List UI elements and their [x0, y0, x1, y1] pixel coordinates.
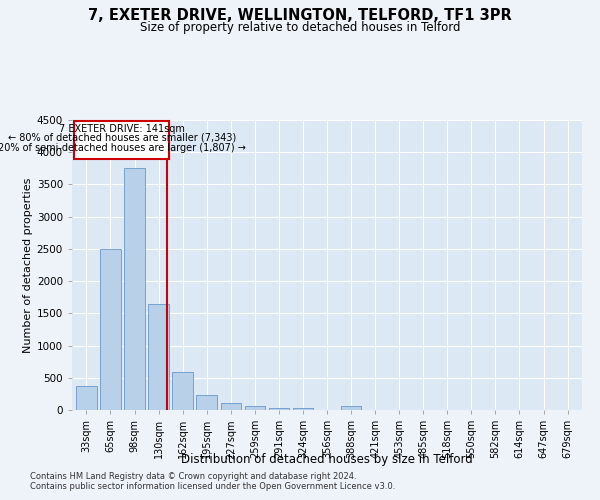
Text: Distribution of detached houses by size in Telford: Distribution of detached houses by size …	[181, 452, 473, 466]
FancyBboxPatch shape	[74, 120, 169, 158]
Bar	[341, 406, 361, 410]
Text: 7 EXETER DRIVE: 141sqm: 7 EXETER DRIVE: 141sqm	[59, 124, 185, 134]
Bar	[76, 386, 97, 410]
Text: 7, EXETER DRIVE, WELLINGTON, TELFORD, TF1 3PR: 7, EXETER DRIVE, WELLINGTON, TELFORD, TF…	[88, 8, 512, 22]
Bar	[148, 304, 169, 410]
Y-axis label: Number of detached properties: Number of detached properties	[23, 178, 32, 352]
Bar	[245, 406, 265, 410]
Text: 20% of semi-detached houses are larger (1,807) →: 20% of semi-detached houses are larger (…	[0, 142, 246, 152]
Bar	[293, 408, 313, 410]
Bar	[196, 395, 217, 410]
Bar	[172, 372, 193, 410]
Text: Size of property relative to detached houses in Telford: Size of property relative to detached ho…	[140, 21, 460, 34]
Bar	[124, 168, 145, 410]
Text: Contains HM Land Registry data © Crown copyright and database right 2024.: Contains HM Land Registry data © Crown c…	[30, 472, 356, 481]
Bar	[221, 403, 241, 410]
Bar	[100, 249, 121, 410]
Text: Contains public sector information licensed under the Open Government Licence v3: Contains public sector information licen…	[30, 482, 395, 491]
Text: ← 80% of detached houses are smaller (7,343): ← 80% of detached houses are smaller (7,…	[8, 133, 236, 143]
Bar	[269, 408, 289, 410]
